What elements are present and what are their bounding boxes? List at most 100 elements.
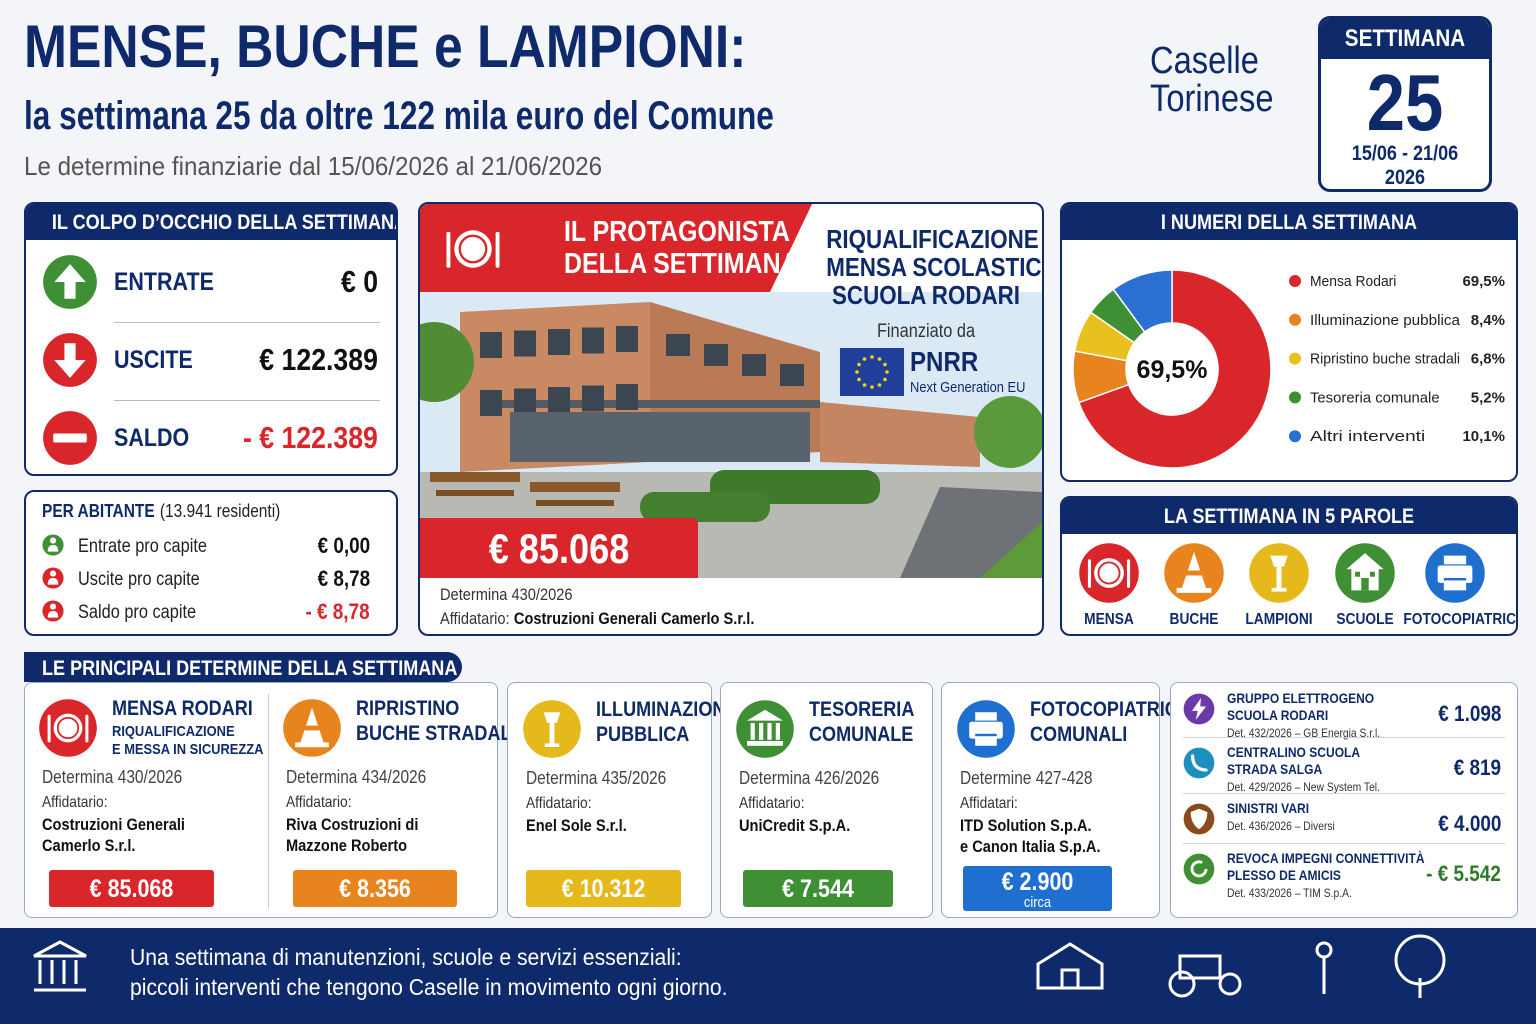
- legend-value: 6,8%: [1471, 351, 1505, 368]
- glyph: [1191, 698, 1207, 720]
- other-title: SCUOLA RODARI: [1227, 707, 1329, 723]
- legend-value: 8,4%: [1471, 312, 1505, 329]
- banner-shape: [420, 204, 812, 292]
- card-determina: Determina 434/2026: [286, 767, 427, 787]
- icon: [42, 600, 64, 622]
- window: [548, 329, 570, 355]
- card-label: Affidatario:: [739, 795, 805, 812]
- glyph: [446, 231, 451, 268]
- icon: [523, 700, 581, 758]
- tree: [974, 396, 1042, 468]
- flag-star: [885, 370, 889, 374]
- icon: [43, 333, 97, 387]
- per-capita-label: Saldo pro capite: [78, 602, 197, 623]
- icon-circle: [42, 600, 64, 622]
- glyph: [759, 723, 764, 740]
- determine-card: MENSA RODARI RIQUALIFICAZIONE E MESSA IN S…: [24, 682, 268, 918]
- flag-star: [877, 357, 882, 361]
- card-contractor: Costruzioni Generali: [42, 815, 185, 834]
- icon-circle: [1183, 747, 1215, 779]
- glance-value: € 0: [340, 264, 378, 299]
- tree-icon: [1394, 934, 1446, 986]
- card-title: FOTOCOPIATRICI: [1030, 698, 1183, 721]
- protagonist-determina: Determina 430/2026: [440, 585, 573, 604]
- glance-label: ENTRATE: [114, 268, 214, 296]
- glyph: [750, 723, 755, 740]
- glyph: [1176, 587, 1212, 593]
- roller-icon: [1178, 954, 1222, 980]
- card-title: MENSA RODARI: [112, 697, 253, 720]
- dates: Le determine finanziarie dal 15/06/2026 …: [24, 151, 603, 181]
- annex: [820, 402, 980, 467]
- icon: [42, 534, 64, 556]
- legend-swatch: [1289, 391, 1301, 404]
- glyph: [1361, 577, 1369, 591]
- card-label: Affidatari:: [960, 795, 1018, 812]
- glyph: [1087, 559, 1092, 588]
- donut-center-label: 69,5%: [1137, 356, 1208, 384]
- badge-range: 15/06 - 21/06: [1351, 142, 1459, 165]
- separator: [1183, 793, 1505, 794]
- glyph: [1271, 587, 1287, 592]
- card-title: RIPRISTINO: [356, 697, 460, 720]
- canopy: [490, 400, 820, 408]
- glyph: [295, 742, 329, 748]
- card-label: Affidatario:: [526, 795, 592, 812]
- other-amount: € 1.098: [1437, 701, 1501, 726]
- card-amount-box: € 10.312: [526, 870, 681, 907]
- legend-label: Mensa Rodari: [1310, 273, 1396, 290]
- glyph: [458, 234, 488, 264]
- legend-value: 69,5%: [1462, 273, 1505, 290]
- subtitle: la settimana 25 da oltre 122 mila euro d…: [24, 94, 774, 138]
- words-panel: LA SETTIMANA IN 5 PAROLE MENSA BUCHE LAMPIO…: [1060, 496, 1518, 636]
- glyph: [300, 707, 324, 744]
- word-label: FOTOCOPIATRICI: [1403, 611, 1518, 628]
- determine-card: RIPRISTINO BUCHE STRADALI Determina 434/20…: [268, 682, 517, 918]
- town-name: Caselle: [1150, 40, 1259, 82]
- icon: [283, 699, 341, 757]
- panel-title: IL COLPO D’OCCHIO DELLA SETTIMANA: [51, 211, 398, 234]
- card-determina: Determina 435/2026: [526, 768, 667, 788]
- glance-value: - € 122.389: [243, 420, 378, 455]
- card-amount: € 7.544: [782, 875, 854, 903]
- card-title: COMUNALI: [1030, 723, 1128, 746]
- legend-label: Tesoreria comunale: [1310, 389, 1440, 406]
- glyph: [49, 570, 57, 577]
- protagonist-amount: € 85.068: [488, 525, 630, 572]
- window: [480, 332, 502, 358]
- donut-hole: [1126, 323, 1218, 415]
- separator: [1183, 737, 1505, 738]
- flag-star: [877, 383, 882, 387]
- bank-icon: [33, 940, 87, 958]
- window: [548, 387, 570, 413]
- card-amount-box: € 85.068: [49, 870, 214, 907]
- other-title: PLESSO DE AMICIS: [1227, 867, 1341, 883]
- per-capita-label: Uscite pro capite: [78, 569, 200, 590]
- flag-star: [870, 385, 874, 389]
- funded-by: Finanziato da: [876, 321, 976, 342]
- roller-icon: [1218, 972, 1242, 996]
- glyph: [47, 611, 59, 618]
- legend-label: Illuminazione pubblica: [1310, 312, 1461, 329]
- project-name: RIQUALIFICAZIONE: [826, 224, 1039, 254]
- card-contractor: Camerlo S.r.l.: [42, 836, 136, 855]
- icon: [1335, 543, 1395, 603]
- picnic-bench: [536, 500, 614, 506]
- word-label: BUCHE: [1169, 611, 1219, 628]
- flag-star: [857, 362, 861, 367]
- card-determina: Determine 427-428: [960, 768, 1093, 788]
- icon-circle: [42, 534, 64, 556]
- eu-flag: [840, 348, 904, 396]
- legend-swatch: [1289, 430, 1301, 443]
- determine-title: LE PRINCIPALI DETERMINE DELLA SETTIMANA: [42, 657, 458, 680]
- glyph: [1355, 571, 1361, 577]
- flag-star: [855, 370, 859, 374]
- glyph: [54, 343, 86, 378]
- hedge: [640, 492, 770, 522]
- card-amount: € 10.312: [561, 875, 646, 903]
- card-amount-box: € 8.356: [293, 870, 457, 907]
- badge-year: 2026: [1384, 166, 1426, 189]
- window: [582, 385, 604, 412]
- other-amount: € 4.000: [1437, 811, 1501, 836]
